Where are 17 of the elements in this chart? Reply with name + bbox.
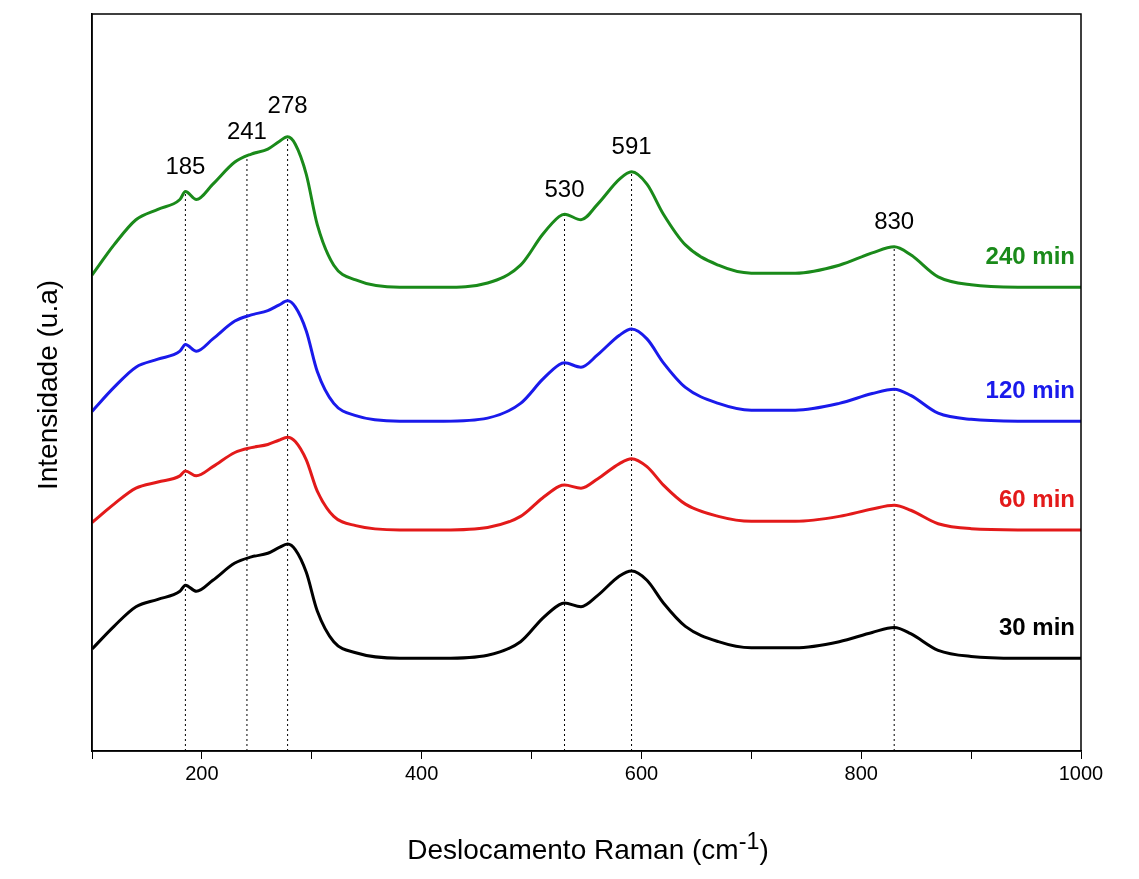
series-label: 240 min [985, 241, 1075, 269]
x-tick-label: 800 [844, 761, 878, 784]
ref-line-label: 530 [544, 174, 585, 202]
y-axis-title: Intensidade (u.a) [32, 279, 64, 491]
x-tick-label: 1000 [1058, 761, 1104, 784]
series-label: 120 min [985, 375, 1075, 403]
ref-line-label: 278 [267, 90, 308, 118]
ref-line-label: 185 [165, 152, 206, 180]
x-tick-label: 600 [624, 761, 659, 784]
ref-line-label: 241 [226, 116, 267, 144]
x-axis-title: Deslocamento Raman (cm$^{-1}$) [406, 828, 770, 867]
x-tick-label: 200 [185, 761, 219, 784]
ref-line-label: 830 [874, 207, 915, 235]
series-label: 60 min [998, 484, 1075, 512]
x-tick-label: 400 [404, 761, 439, 784]
ref-line-label: 591 [611, 132, 652, 160]
series-label: 30 min [998, 612, 1075, 640]
